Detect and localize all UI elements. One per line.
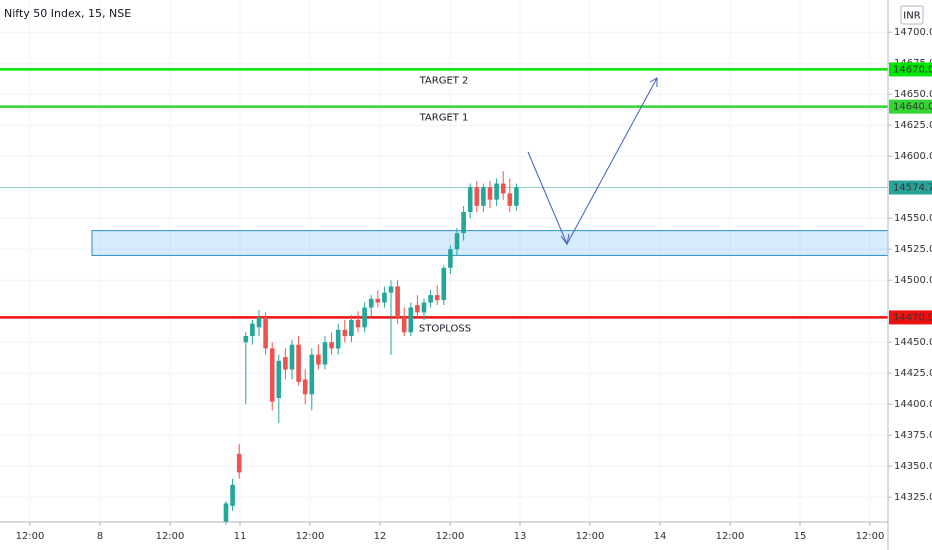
price-label-box [889, 62, 932, 77]
y-tick-label: 14400.00 [894, 399, 932, 410]
candle-body [434, 295, 440, 301]
candle-body [296, 344, 301, 382]
candle-body [256, 317, 262, 328]
candle-body [421, 302, 427, 313]
candle-body [474, 187, 480, 206]
candle-body [309, 354, 315, 395]
y-tick-label: 14325.00 [894, 492, 932, 503]
candle-body [316, 354, 321, 365]
candle-body [375, 298, 381, 303]
candle-body [355, 319, 361, 328]
projection-arrow [527, 77, 658, 246]
x-tick-label: 12:00 [296, 531, 325, 542]
candle-layer [223, 171, 519, 525]
y-tick-label: 14625.00 [894, 120, 932, 131]
candle-body [269, 348, 275, 402]
y-tick-label: 14500.00 [894, 275, 932, 286]
candle-body [230, 484, 235, 506]
price-label: 14640.00 [893, 102, 932, 113]
price-label-box [889, 310, 932, 325]
candle-body [454, 233, 460, 250]
price-label-box [889, 99, 932, 114]
price-label: 14470.00 [893, 312, 932, 323]
candle-body [368, 298, 374, 308]
x-tick-label: 12:00 [716, 531, 745, 542]
y-tick-label: 14600.00 [894, 151, 932, 162]
candle-body [243, 336, 249, 343]
arrow-tip [560, 233, 570, 246]
x-tick-label: 12:00 [856, 531, 885, 542]
x-tick-label: 8 [97, 531, 103, 542]
x-tick-label: 11 [234, 531, 247, 542]
grid [0, 0, 888, 522]
price-label: 14574.75 [893, 183, 932, 194]
candle-body [250, 323, 255, 337]
x-tick-label: 12:00 [576, 531, 605, 542]
y-tick-label: 14700.00 [894, 27, 932, 38]
chart-title: Nifty 50 Index, 15, NSE [4, 7, 131, 20]
candle-body [487, 187, 493, 200]
candle-body [507, 193, 513, 206]
x-tick-label: 12 [374, 531, 387, 542]
candle-body [395, 286, 400, 318]
candle-body [329, 342, 334, 349]
candle-body [441, 267, 447, 301]
support-zone [91, 230, 889, 256]
y-tick-label: 14650.00 [894, 89, 932, 100]
candle-body [283, 357, 288, 370]
candle-body [494, 183, 499, 200]
y-tick-label: 14550.00 [894, 213, 932, 224]
candle-body [514, 187, 519, 206]
x-tick-label: 12:00 [436, 531, 465, 542]
candle-body [481, 187, 486, 206]
arrow-head [649, 77, 658, 87]
candle-body [467, 187, 473, 213]
candle-body [461, 212, 466, 234]
x-tick-label: 13 [514, 531, 527, 542]
candle-body [289, 344, 295, 370]
x-tick-label: 12:00 [16, 531, 45, 542]
y-tick-label: 14375.00 [894, 430, 932, 441]
candle-body [362, 307, 367, 328]
y-tick-label: 14450.00 [894, 337, 932, 348]
level-name: TARGET 2 [419, 75, 469, 86]
candle-body [302, 379, 308, 395]
zone-layer [91, 230, 889, 256]
candle-body [263, 317, 268, 349]
currency[interactable]: INR [903, 11, 920, 22]
candle-body [236, 453, 242, 473]
price-label: 14670.00 [893, 64, 932, 75]
candle-body [382, 292, 387, 303]
candle-body [349, 319, 354, 337]
y-tick-label: 14350.00 [894, 461, 932, 472]
candle-body [276, 360, 282, 399]
candle-body [388, 286, 394, 293]
axis-layer: 14700.0014675.0014650.0014625.0014600.00… [16, 27, 932, 542]
candle-body [448, 249, 453, 268]
y-tick-label: 14525.00 [894, 244, 932, 255]
x-tick-label: 12:00 [156, 531, 185, 542]
price-label-box [889, 180, 932, 195]
candle-body [415, 305, 420, 313]
level-name: TARGET 1 [419, 113, 469, 124]
candle-body [223, 503, 229, 522]
candle-body [342, 329, 348, 337]
level-name: STOPLOSS [419, 323, 471, 334]
level-layer: TARGET 2 TARGET 1 STOPLOSS [0, 68, 888, 334]
currency-box[interactable] [900, 5, 924, 25]
candle-body [335, 329, 341, 349]
y-tick-label: 14425.00 [894, 368, 932, 379]
x-tick-label: 14 [654, 531, 667, 542]
candle-body [428, 295, 433, 303]
candle-body [401, 317, 407, 333]
candle-body [322, 342, 328, 365]
x-tick-label: 15 [794, 531, 807, 542]
candle-body [500, 183, 506, 194]
candle-body [408, 307, 414, 333]
